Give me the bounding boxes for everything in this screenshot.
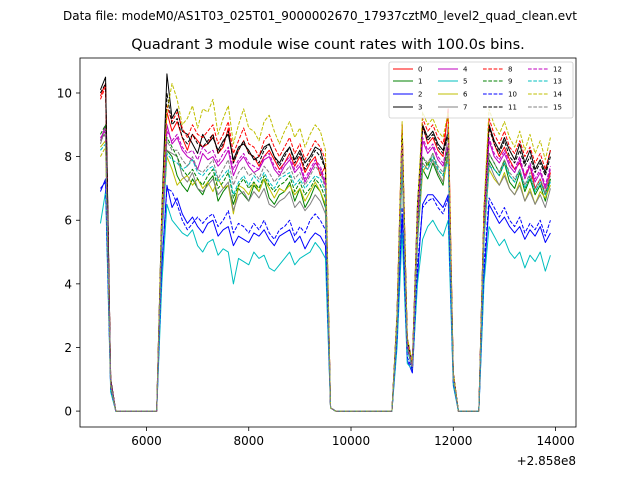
- series-layer: [99, 73, 551, 412]
- legend-label-12: 12: [553, 66, 562, 74]
- x-tick-label: 8000: [233, 434, 264, 448]
- data-file-label: Data file: modeM0/AS1T03_025T01_90000026…: [63, 9, 577, 23]
- legend-label-1: 1: [418, 78, 422, 86]
- y-tick-label: 6: [64, 214, 72, 228]
- x-offset-label: +2.858e8: [517, 454, 576, 468]
- y-tick-label: 2: [64, 341, 72, 355]
- series-line-12: [100, 130, 551, 412]
- series-line-15: [100, 133, 551, 412]
- x-tick-label: 6000: [131, 434, 162, 448]
- legend-label-2: 2: [418, 91, 422, 99]
- x-tick-label: 14000: [536, 434, 574, 448]
- legend-box: [388, 61, 574, 119]
- legend-label-13: 13: [553, 78, 562, 86]
- legend-label-9: 9: [508, 78, 512, 86]
- legend-label-10: 10: [508, 91, 517, 99]
- plot-frame: [79, 57, 577, 428]
- legend-label-14: 14: [553, 91, 562, 99]
- legend-label-0: 0: [418, 66, 422, 74]
- legend-label-11: 11: [508, 104, 517, 112]
- y-tick-label: 0: [64, 405, 72, 419]
- legend-label-5: 5: [463, 78, 467, 86]
- x-axis: 6000 8000 10000 12000 14000: [131, 427, 575, 448]
- x-tick-label: 12000: [434, 434, 472, 448]
- legend-label-6: 6: [463, 91, 468, 99]
- legend-label-7: 7: [463, 104, 467, 112]
- legend-label-3: 3: [418, 104, 422, 112]
- y-tick-label: 10: [57, 86, 72, 100]
- chart-title: Quadrant 3 module wise count rates with …: [131, 37, 525, 53]
- y-axis: 0 2 4 6 8 10: [57, 86, 80, 419]
- y-tick-label: 4: [64, 277, 72, 291]
- legend-label-15: 15: [553, 104, 562, 112]
- legend-label-4: 4: [463, 66, 468, 74]
- legend-label-8: 8: [508, 66, 512, 74]
- x-tick-label: 10000: [332, 434, 370, 448]
- y-tick-label: 8: [64, 150, 72, 164]
